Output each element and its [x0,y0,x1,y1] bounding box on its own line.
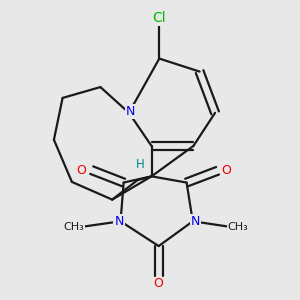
Text: H: H [136,158,145,171]
Text: N: N [126,105,135,118]
Text: N: N [190,215,200,228]
Text: O: O [76,164,86,177]
Text: CH₃: CH₃ [63,222,84,232]
Text: O: O [154,278,164,290]
Text: Cl: Cl [152,11,166,25]
Text: N: N [114,215,124,228]
Text: CH₃: CH₃ [228,222,248,232]
Text: O: O [221,164,231,177]
